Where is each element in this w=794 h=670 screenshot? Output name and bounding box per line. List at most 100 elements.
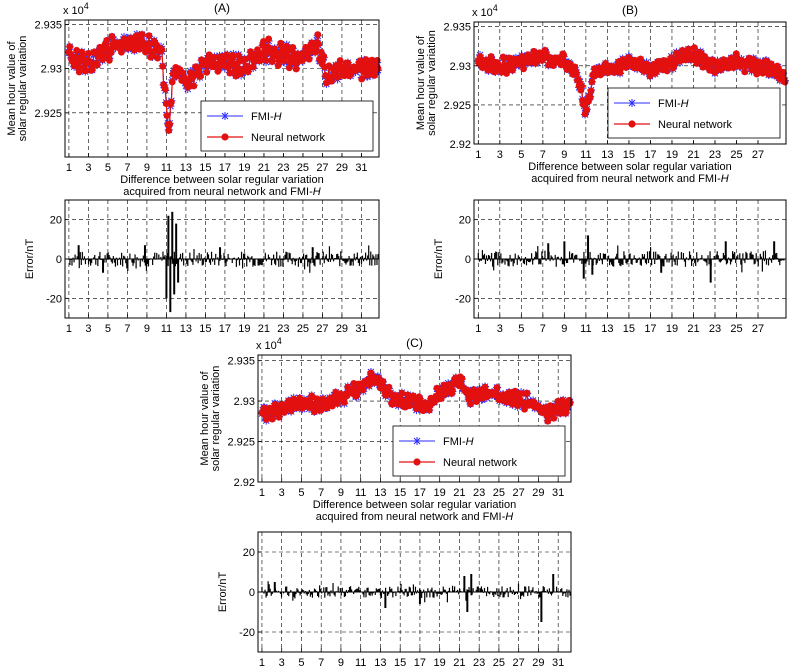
- x-tick-label: 3: [85, 162, 91, 174]
- neural-network-point: [385, 383, 393, 391]
- neural-network-point: [265, 35, 273, 43]
- neural-network-point: [165, 127, 173, 134]
- x-tick-label: 5: [105, 323, 111, 335]
- x-tick-label: 3: [279, 657, 285, 669]
- neural-network-markers: [258, 369, 574, 425]
- x-axis-title: acquired from neural network and FMI-H: [316, 511, 514, 523]
- exponent-label: x 104: [472, 3, 498, 19]
- neural-network-point: [211, 53, 218, 61]
- neural-network-point: [340, 398, 348, 406]
- x-tick-label: 29: [532, 657, 544, 669]
- neural-network-point: [241, 55, 248, 63]
- neural-network-point: [523, 389, 531, 397]
- neural-network-point: [229, 52, 237, 60]
- x-tick-label: 5: [518, 323, 524, 335]
- neural-network-point: [358, 75, 366, 83]
- x-tick-label: 19: [434, 487, 446, 499]
- legend-fmi-italic: H: [274, 111, 282, 123]
- legend-nn-marker: [413, 458, 421, 466]
- x-tick-label: 29: [336, 323, 348, 335]
- y-tick-label: 2.935: [227, 356, 255, 368]
- neural-network-point: [257, 56, 265, 64]
- neural-network-point: [167, 98, 175, 106]
- neural-network-point: [626, 55, 633, 63]
- neural-network-point: [398, 389, 406, 397]
- x-tick-label: 11: [161, 162, 172, 174]
- plot-frame: [473, 21, 787, 145]
- neural-network-point: [154, 54, 161, 62]
- neural-network-point: [66, 43, 74, 51]
- x-axis-title-italic: H: [721, 173, 729, 185]
- x-tick-label: 13: [374, 487, 386, 499]
- neural-network-point: [690, 44, 698, 52]
- x-tick-label: 23: [473, 657, 485, 669]
- x-tick-label: 25: [297, 162, 309, 174]
- neural-network-point: [85, 49, 93, 57]
- neural-network-point: [437, 395, 445, 402]
- x-tick-label: 13: [180, 162, 192, 174]
- neural-network-point: [517, 390, 525, 398]
- x-tick-label: 23: [709, 149, 721, 161]
- error-plot-A: 1 3 5 7 9 11 13 15 17 19 21 23 25 27 29 31-20020Error/n…: [24, 199, 380, 335]
- neural-network-point: [226, 69, 234, 77]
- legend-fmi-italic: H: [681, 98, 689, 110]
- x-tick-label: 19: [666, 149, 678, 161]
- error-plot-C: 1 3 5 7 9 11 13 15 17 19 21 23 25 27 29 31-20020Error/n…: [217, 531, 572, 669]
- legend: FMI-H Neural network: [200, 100, 374, 152]
- mean-y-axis-label: Mean hour value of: [199, 370, 211, 465]
- neural-network-point: [344, 59, 352, 67]
- neural-network-point: [406, 402, 413, 410]
- x-tick-label: 21: [258, 162, 270, 174]
- x-tick-label: 15: [623, 323, 635, 335]
- neural-network-point: [779, 68, 787, 76]
- neural-network-point: [336, 57, 344, 64]
- exponent-label: x 104: [63, 1, 89, 17]
- neural-network-point: [311, 48, 319, 56]
- x-axis-title: Difference between solar regular variati…: [120, 174, 323, 186]
- x-tick-label: 5: [518, 149, 524, 161]
- neural-network-point: [416, 394, 424, 402]
- legend-nn-label: Neural network: [658, 119, 732, 131]
- mean-y-axis-label: Mean hour value of: [6, 40, 18, 135]
- x-tick-label: 17: [414, 487, 426, 499]
- exponent-power: 4: [84, 1, 89, 11]
- legend-nn-label: Neural network: [251, 132, 325, 144]
- neural-network-point: [93, 61, 101, 69]
- neural-network-markers: [474, 44, 789, 118]
- neural-network-point: [616, 69, 624, 77]
- neural-network-point: [392, 392, 400, 400]
- x-axis-title: acquired from neural network and FMI-H: [123, 186, 321, 198]
- neural-network-point: [161, 85, 169, 93]
- x-tick-label: 7: [540, 149, 546, 161]
- neural-network-point: [335, 73, 342, 80]
- neural-network-point: [138, 30, 146, 38]
- x-tick-label: 23: [277, 162, 289, 174]
- x-tick-label: 21: [258, 323, 270, 335]
- x-axis-title-italic: H: [505, 511, 513, 523]
- neural-network-point: [215, 64, 223, 72]
- y-tick-label: 20: [459, 215, 471, 227]
- panel-label: (C): [406, 336, 423, 350]
- mean-y-axis-label: solar regular variation: [426, 30, 438, 136]
- neural-network-point: [374, 65, 382, 72]
- legend-fmi-label: FMI-H: [443, 436, 474, 448]
- error-spikes: [547, 235, 776, 283]
- neural-network-markers: [65, 30, 382, 134]
- legend-fmi-marker: [221, 112, 229, 120]
- y-tick-label: 2.93: [41, 64, 62, 76]
- legend-box: [200, 100, 374, 152]
- x-tick-label: 21: [687, 149, 699, 161]
- neural-network-point: [249, 63, 257, 71]
- neural-network-point: [359, 386, 367, 394]
- neural-network-point: [197, 72, 205, 80]
- legend-nn-label: Neural network: [443, 457, 517, 469]
- x-tick-label: 31: [355, 323, 367, 335]
- x-tick-label: 3: [85, 323, 91, 335]
- neural-network-point: [493, 384, 501, 391]
- x-tick-label: 3: [279, 487, 285, 499]
- neural-network-point: [544, 417, 552, 425]
- legend: FMI-H Neural network: [392, 425, 566, 477]
- x-axis-title-italic: H: [313, 186, 321, 198]
- y-tick-label: 20: [50, 215, 62, 227]
- neural-network-point: [108, 33, 116, 40]
